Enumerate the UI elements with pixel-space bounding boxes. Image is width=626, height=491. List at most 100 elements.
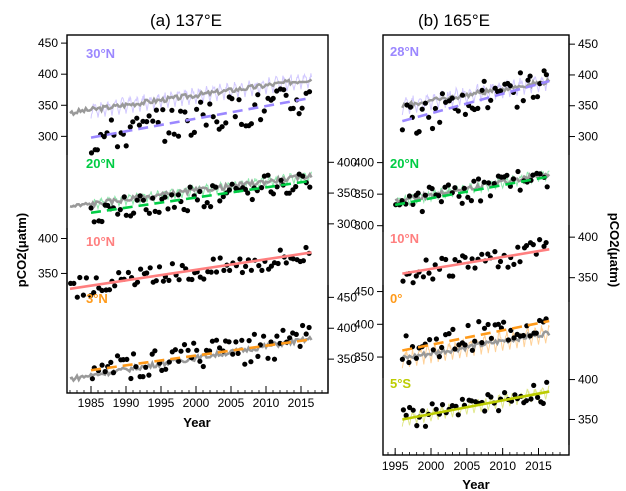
obs-point (261, 333, 267, 339)
obs-point (497, 88, 504, 94)
trend-line (401, 79, 550, 123)
obs-point (201, 276, 207, 282)
obs-point (191, 340, 197, 346)
obs-point (306, 324, 312, 331)
obs-point (88, 150, 95, 156)
obs-point (475, 176, 482, 182)
obs-point (300, 173, 306, 179)
y-tick-label: 450 (337, 290, 357, 304)
x-tick-label: 1995 (382, 459, 409, 473)
obs-point (156, 209, 162, 215)
y-tick-label: 350 (337, 186, 357, 200)
obs-point (501, 319, 507, 325)
obs-point (88, 205, 94, 211)
obs-point (217, 255, 223, 261)
obs-point (89, 376, 95, 382)
x-tick-label: 2000 (183, 396, 210, 410)
obs-point (296, 111, 302, 117)
obs-point (399, 198, 405, 204)
obs-point (217, 345, 223, 351)
obs-point (495, 264, 501, 270)
obs-point (233, 339, 239, 345)
obs-point (255, 92, 261, 98)
obs-point (433, 336, 439, 342)
obs-point (152, 208, 158, 214)
y-tick-label: 450 (38, 36, 58, 50)
obs-point (136, 122, 142, 128)
obs-point (452, 257, 458, 263)
obs-point (275, 260, 281, 267)
obs-point (124, 356, 130, 362)
obs-point (71, 280, 77, 286)
model-curve (401, 72, 550, 116)
obs-point (140, 197, 146, 203)
obs-point (134, 197, 140, 203)
obs-point (488, 394, 494, 400)
obs-point (160, 278, 166, 284)
obs-point (153, 107, 159, 113)
obs-point (517, 259, 523, 265)
obs-point (256, 263, 262, 269)
x-tick-label: 2005 (218, 396, 245, 410)
obs-point (115, 211, 121, 217)
obs-point (515, 244, 521, 250)
obs-point (486, 180, 492, 186)
obs-point (166, 277, 172, 283)
obs-point (429, 186, 435, 192)
obs-point (137, 193, 143, 199)
obs-point (232, 114, 238, 120)
obs-point (462, 342, 468, 348)
obs-point (459, 396, 465, 402)
obs-point (144, 119, 150, 125)
obs-point (187, 184, 193, 190)
obs-point (455, 412, 461, 418)
obs-point (270, 191, 276, 197)
obs-point (290, 256, 296, 262)
y-tick-label: 300 (337, 217, 357, 231)
series-30°N: 300 350 400 450 30°N (38, 36, 313, 156)
obs-point (166, 359, 172, 365)
x-tick-label: 1990 (113, 396, 140, 410)
obs-point (496, 408, 502, 414)
obs-point (459, 200, 465, 206)
obs-point (176, 358, 182, 364)
obs-point (407, 104, 414, 110)
obs-point (406, 193, 413, 199)
obs-point (271, 356, 278, 362)
obs-point (133, 364, 139, 370)
obs-point (227, 267, 233, 273)
obs-point (533, 330, 539, 336)
panel-a-ylabel: pCO2(μatm) (14, 213, 29, 287)
obs-point (147, 265, 153, 271)
obs-point (127, 124, 133, 130)
obs-point (433, 406, 439, 412)
obs-point (123, 143, 129, 149)
obs-point (99, 287, 105, 294)
obs-point (517, 187, 523, 193)
obs-point (226, 339, 232, 345)
latitude-label: 20°N (390, 156, 419, 171)
obs-point (178, 348, 184, 354)
obs-point (185, 347, 191, 353)
obs-point (77, 274, 83, 281)
obs-point (512, 392, 518, 398)
obs-point (213, 337, 220, 343)
obs-point (140, 118, 146, 124)
obs-point (520, 332, 527, 339)
obs-point (481, 78, 487, 84)
obs-point (210, 114, 216, 120)
obs-point (429, 125, 436, 132)
obs-point (171, 204, 177, 210)
obs-point (201, 204, 207, 210)
y-tick-label: 400 (354, 156, 374, 170)
obs-point (265, 172, 271, 178)
obs-point (452, 185, 458, 191)
model-curve (90, 72, 312, 119)
obs-point (179, 262, 185, 269)
obs-point (450, 273, 456, 279)
y-tick-label: 350 (38, 266, 58, 280)
obs-point (432, 262, 438, 268)
obs-point (530, 94, 536, 100)
obs-point (261, 108, 267, 114)
